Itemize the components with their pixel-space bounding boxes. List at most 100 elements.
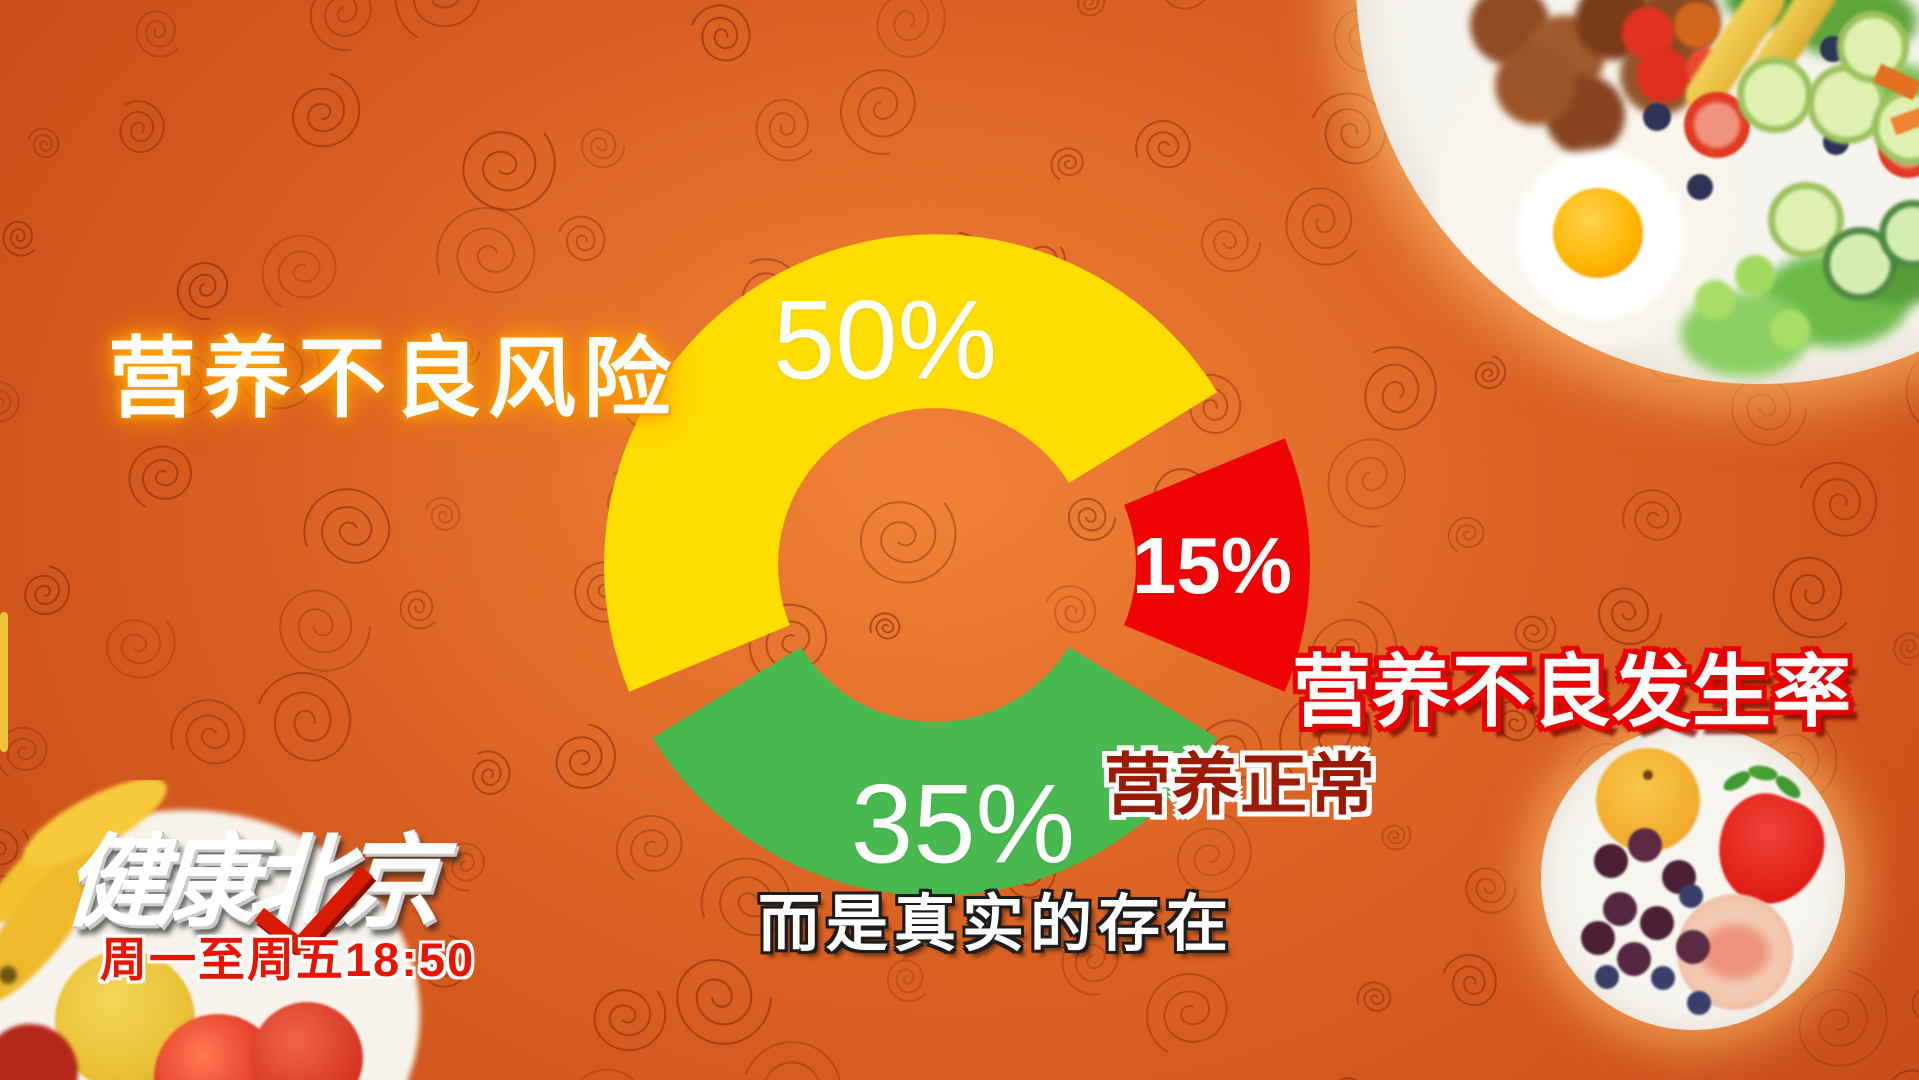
swirl-motif: [1077, 0, 1106, 17]
cherry-tomato: [1636, 48, 1690, 102]
swirl-motif: [1050, 147, 1084, 181]
swirl-motif: [1285, 187, 1358, 266]
swirl-motif: [106, 619, 176, 679]
caption-malnutrition-risk: 营养不良风险: [108, 329, 679, 428]
pie-label-15: 15%: [1131, 521, 1293, 610]
swirl-motif: [1200, 218, 1262, 272]
swirl-motif: [676, 959, 772, 1045]
cherry-tomato: [1674, 2, 1720, 48]
swirl-motif: [1279, 692, 1372, 784]
cucumber-chunk: [1735, 255, 1775, 295]
swirl-motif: [292, 73, 361, 148]
swirl-motif: [859, 501, 957, 584]
swirl-motif: [580, 128, 626, 169]
blueberry: [1679, 884, 1703, 908]
swirl-motif: [840, 69, 916, 155]
swirl-motif: [279, 589, 371, 672]
swirl-motif: [1905, 346, 1919, 440]
swirl-motif: [1310, 600, 1398, 695]
grape: [1594, 844, 1628, 878]
swirl-motif: [1772, 556, 1848, 639]
swirl-motif: [691, 4, 751, 62]
swirl-motif: [135, 10, 179, 58]
swirl-motif: [1447, 516, 1485, 553]
fruit-stem-dot: [1643, 770, 1653, 780]
swirl-motif: [1465, 867, 1517, 914]
swirl-motif: [394, 0, 481, 39]
swirl-motif: [1442, 954, 1497, 1007]
blueberry: [1687, 991, 1711, 1015]
swirl-motif: [119, 100, 165, 153]
grape: [1676, 930, 1710, 964]
blueberry: [1595, 965, 1619, 989]
meat-chunk: [1495, 45, 1575, 125]
swirl-motif: [0, 381, 20, 423]
swirl-motif: [27, 127, 60, 159]
swirl-motif: [745, 1041, 842, 1080]
swirl-motif: [2, 220, 36, 257]
swirl-motif: [1356, 981, 1392, 1012]
swirl-motif: [1177, 811, 1252, 893]
caption-normal-nutrition: 营养正常: [1104, 748, 1376, 823]
swirl-motif: [421, 934, 471, 988]
swirl-motif: [1067, 497, 1117, 541]
swirl-motif: [1061, 930, 1119, 996]
swirl-motif: [158, 354, 215, 416]
blueberry: [1651, 966, 1675, 990]
swirl-motif: [239, 340, 321, 410]
swirl-motif: [399, 590, 436, 630]
swirl-motif: [1364, 346, 1437, 431]
swirl-motif: [128, 445, 192, 508]
egg-yolk: [1553, 188, 1643, 278]
broadcast-schedule: 周一至周五18:50: [100, 933, 476, 986]
cucumber-chunk: [1770, 310, 1810, 350]
swirl-motif: [1045, 585, 1096, 634]
fruit-plate-photo: [1541, 726, 1845, 1030]
fruit-edge-sliver: [0, 612, 8, 752]
swirl-motif: [567, 1068, 646, 1080]
red-checkmark-icon: [254, 865, 376, 955]
swirl-motif: [558, 215, 606, 262]
pie-segment-1: [1124, 438, 1311, 692]
swirl-motif: [462, 131, 556, 211]
swirl-motif: [257, 671, 352, 762]
swirl-motif: [1893, 632, 1919, 666]
grape: [1581, 921, 1615, 955]
swirl-motif: [170, 699, 246, 765]
swirl-motif: [615, 814, 683, 881]
swirl-motif: [303, 488, 391, 564]
swirl-motif: [309, 0, 372, 52]
swirl-motif: [1731, 377, 1807, 446]
apple-dimple: [114, 952, 130, 968]
grape: [1640, 906, 1674, 940]
swirl-motif: [1146, 973, 1228, 1054]
swirl-motif: [869, 612, 901, 640]
swirl-motif: [555, 723, 616, 789]
pie-segment-0: [604, 234, 1218, 692]
pie-segment-2: [652, 647, 1218, 896]
swirl-motif: [176, 262, 229, 321]
apple-slice-blush: [1700, 924, 1770, 980]
cucumber-chunk: [1695, 280, 1735, 320]
grape: [1603, 892, 1637, 926]
swirl-motif: [1886, 1069, 1919, 1080]
swirl-motif: [441, 842, 485, 892]
swirl-motif: [700, 857, 791, 936]
subtitle-text: 而是真实的存在: [758, 890, 1235, 959]
swirl-motif: [1489, 700, 1537, 742]
tomato-slice-center: [1694, 102, 1740, 148]
swirl-motif: [1514, 615, 1557, 652]
caption-malnutrition-incidence: 营养不良发生率: [1292, 647, 1852, 736]
swirl-motif: [1799, 461, 1878, 537]
blueberry: [1687, 174, 1713, 200]
swirl-motif: [1622, 489, 1682, 541]
swirl-motif: [261, 234, 337, 309]
swirl-motif: [1474, 355, 1507, 390]
swirl-motif: [447, 338, 481, 368]
grape: [1628, 828, 1662, 862]
swirl-motif: [472, 750, 511, 795]
swirl-motif: [1135, 120, 1191, 169]
banana-tip: [0, 966, 17, 984]
